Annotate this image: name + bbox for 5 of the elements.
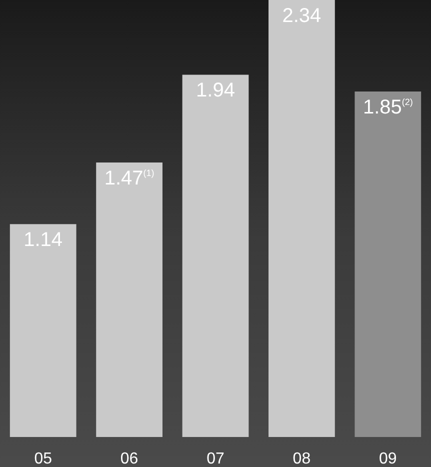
x-tick-label: 06 (120, 450, 138, 467)
x-tick-label: 07 (206, 450, 224, 467)
x-tick-label: 09 (379, 450, 397, 467)
x-tick-label: 08 (292, 450, 311, 467)
x-tick-label: 05 (34, 450, 52, 467)
